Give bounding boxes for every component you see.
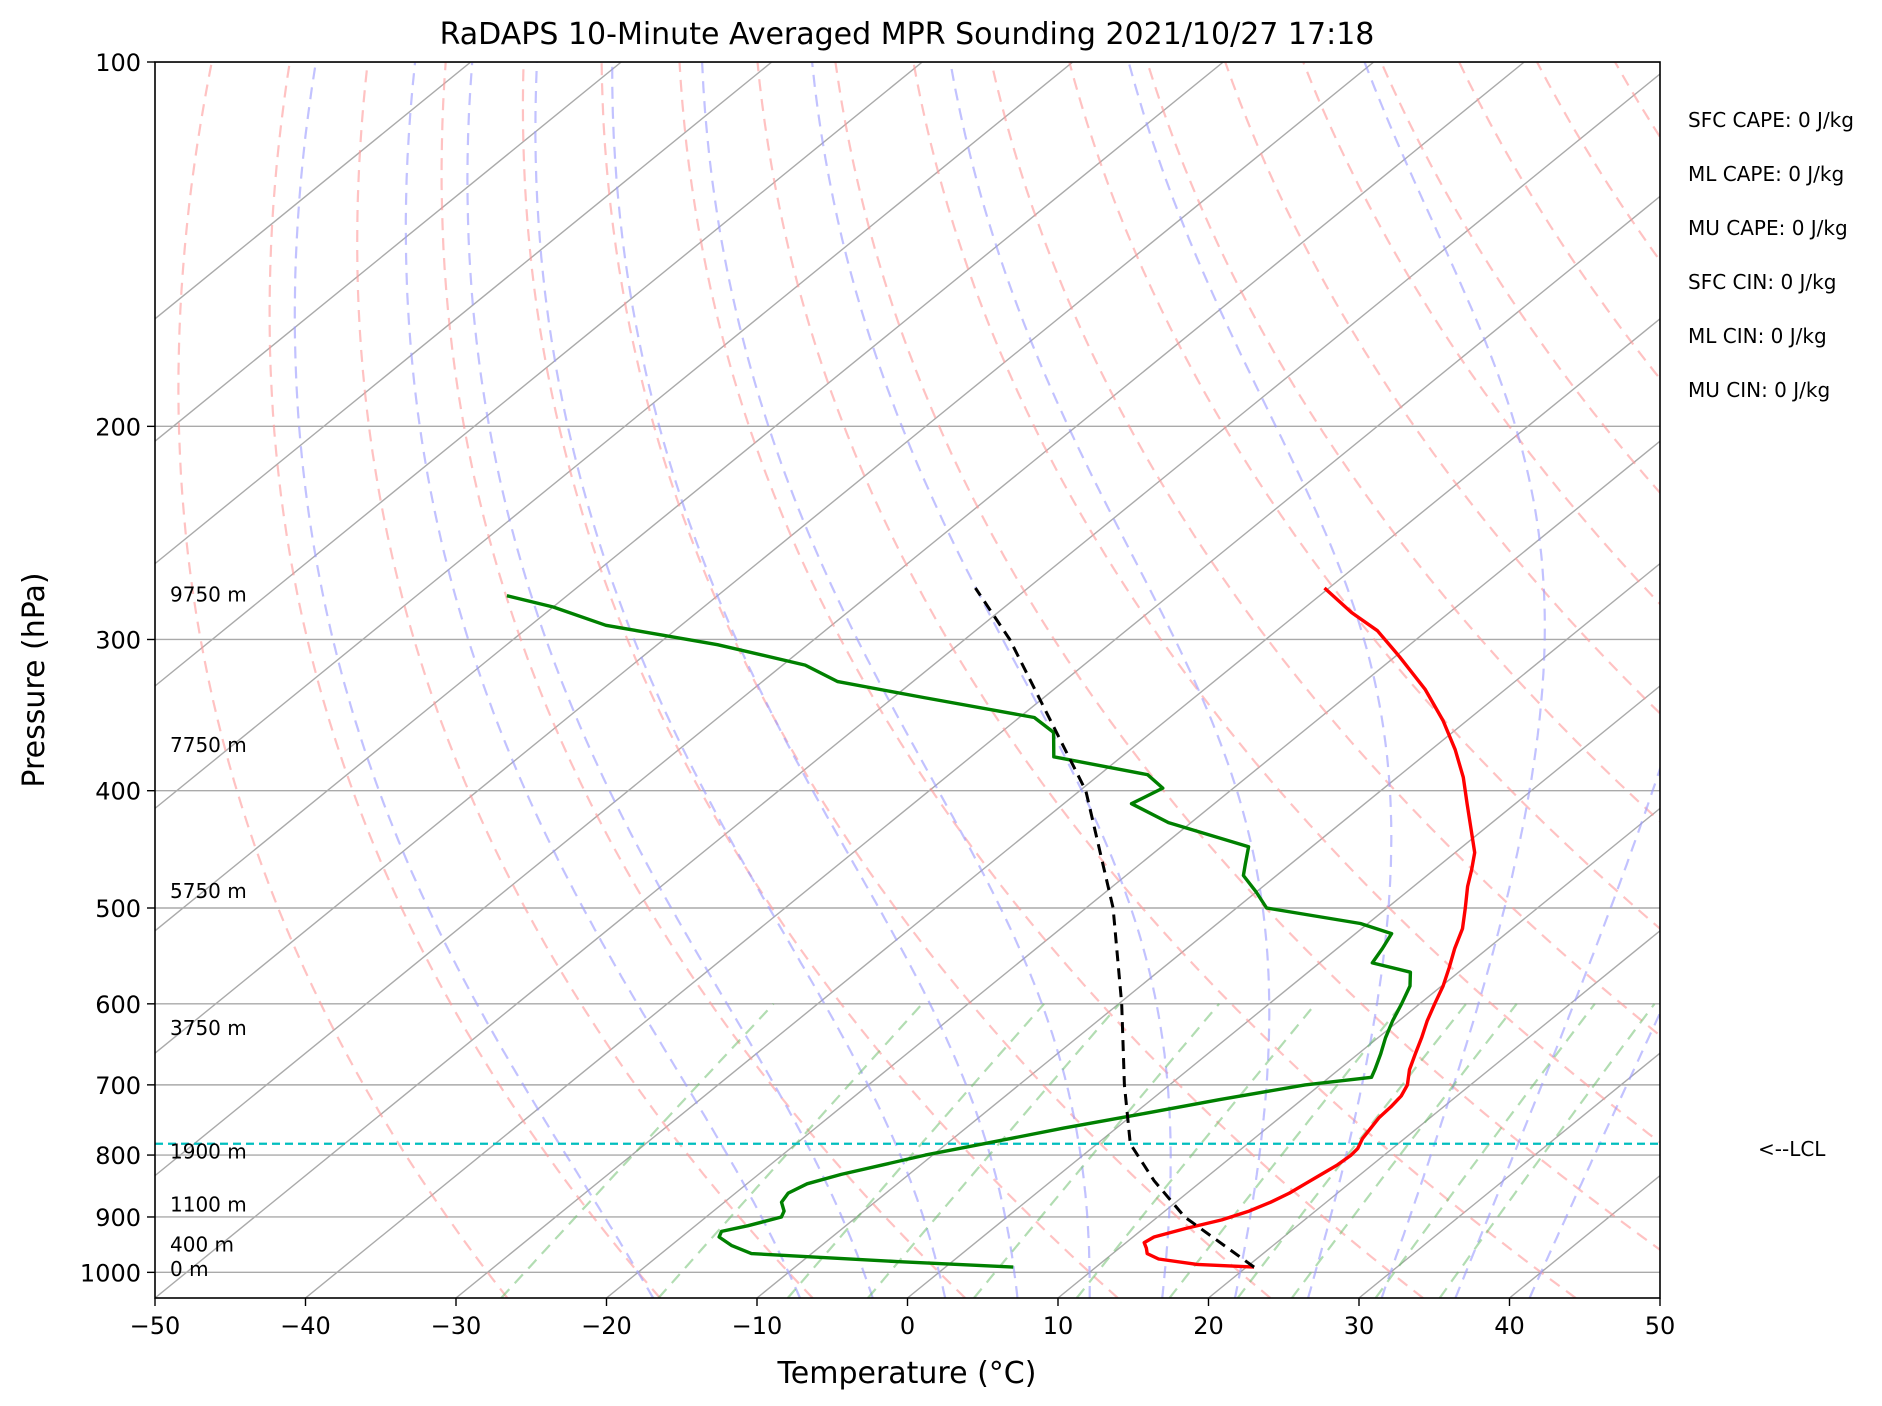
x-tick-label: −30 <box>431 1312 482 1340</box>
moist-adiabat-line <box>404 62 802 1298</box>
isotherm-line <box>1208 929 1660 1298</box>
ml-cape-value: ML CAPE: 0 J/kg <box>1688 162 1845 186</box>
height-label: 3750 m <box>170 1016 247 1040</box>
y-tick-label: 400 <box>95 778 141 806</box>
sfc-cape-value: SFC CAPE: 0 J/kg <box>1688 108 1854 132</box>
dry-adiabat-line <box>1224 62 1660 715</box>
chart-title: RaDAPS 10-Minute Averaged MPR Sounding 2… <box>440 17 1375 52</box>
temperature-profile <box>1142 586 1477 1269</box>
isotherm-line <box>155 73 1660 1298</box>
background-lines <box>155 62 1660 1298</box>
isotherm-line <box>1057 807 1660 1298</box>
ml-cin-value: ML CIN: 0 J/kg <box>1688 324 1827 348</box>
x-tick-label: −20 <box>581 1312 632 1340</box>
dry-adiabat-line <box>177 62 509 1298</box>
y-tick-label: 600 <box>95 991 141 1019</box>
isotherm-line <box>155 62 472 320</box>
isotherm-line <box>155 62 1224 932</box>
x-tick-label: 40 <box>1494 1312 1525 1340</box>
mu-cape-value: MU CAPE: 0 J/kg <box>1688 216 1848 240</box>
y-tick-label: 800 <box>95 1142 141 1170</box>
mixing-ratio-line <box>1168 1003 1404 1298</box>
y-tick-label: 700 <box>95 1072 141 1100</box>
mixing-ratio-line <box>1075 1003 1317 1298</box>
moist-adiabat-line <box>1454 765 1660 1298</box>
x-tick-label: 30 <box>1344 1312 1375 1340</box>
x-axis-label: Temperature (°C) <box>777 1356 1037 1391</box>
moist-adiabat-line <box>1363 62 1546 1298</box>
isotherm-line <box>455 317 1660 1298</box>
mixing-ratio-line <box>657 1003 924 1298</box>
moist-adiabat-line <box>1127 62 1393 1298</box>
y-tick-label: 500 <box>95 895 141 923</box>
isotherm-line <box>606 440 1660 1298</box>
height-label: 5750 m <box>170 879 247 903</box>
dry-adiabat-line <box>1068 62 1660 931</box>
height-label: 1900 m <box>170 1139 247 1163</box>
y-tick-label: 100 <box>95 49 141 77</box>
moist-adiabat-line <box>611 62 1019 1298</box>
height-label: 400 m <box>170 1233 234 1257</box>
dry-adiabat-line <box>756 62 1577 1298</box>
dry-adiabat-line <box>990 62 1660 1037</box>
x-tick-label: 50 <box>1645 1312 1676 1340</box>
isotherm-line <box>155 62 773 565</box>
height-label: 7750 m <box>170 733 247 757</box>
mixing-ratio-line <box>1374 1003 1596 1298</box>
isotherm-line <box>155 62 923 687</box>
isotherm-line <box>155 62 1074 810</box>
y-tick-label: 900 <box>95 1204 141 1232</box>
height-label: 1100 m <box>170 1192 247 1216</box>
data-layer <box>155 586 1660 1269</box>
dry-adiabat-line <box>356 62 814 1298</box>
x-tick-label: −40 <box>280 1312 331 1340</box>
x-tick-label: 20 <box>1193 1312 1224 1340</box>
dry-adiabat-line <box>268 62 661 1298</box>
mixing-ratio-line <box>1236 1003 1467 1298</box>
isotherm-line <box>305 195 1660 1298</box>
isotherm-line <box>907 685 1660 1298</box>
lcl-label: <--LCL <box>1758 1137 1826 1161</box>
isotherm-line <box>155 62 1375 1055</box>
y-axis-label: Pressure (hPa) <box>17 572 52 787</box>
y-tick-label: 1000 <box>80 1259 141 1287</box>
height-label: 9750 m <box>170 583 247 607</box>
isotherm-line <box>155 62 1525 1177</box>
mixing-ratio-line <box>1291 1003 1518 1298</box>
x-tick-label: 10 <box>1043 1312 1074 1340</box>
isotherm-line <box>756 562 1660 1298</box>
dry-adiabat-line <box>600 62 1272 1298</box>
dry-adiabat-line <box>678 62 1424 1298</box>
isotherm-line <box>1358 1052 1660 1298</box>
moist-adiabat-line <box>811 62 1172 1298</box>
mu-cin-value: MU CIN: 0 J/kg <box>1688 378 1831 402</box>
mixing-ratio-line <box>1438 1003 1656 1298</box>
dry-adiabat-line <box>521 62 1119 1298</box>
stability-indices: SFC CAPE: 0 J/kg ML CAPE: 0 J/kg MU CAPE… <box>1688 108 1854 432</box>
moist-adiabat-line <box>701 62 1091 1298</box>
moist-adiabat-line <box>534 62 947 1298</box>
mixing-ratio-line <box>973 1003 1220 1298</box>
isotherm-line <box>155 62 622 443</box>
x-tick-label: −10 <box>732 1312 783 1340</box>
dry-adiabat-line <box>1146 62 1660 823</box>
parcel-path <box>974 587 1255 1269</box>
y-tick-label: 200 <box>95 413 141 441</box>
x-tick-label: 0 <box>900 1312 915 1340</box>
dry-adiabat-line <box>912 62 1660 1144</box>
height-label: 0 m <box>170 1257 209 1281</box>
mixing-ratio-line <box>867 1003 1121 1298</box>
y-tick-label: 300 <box>95 626 141 654</box>
dry-adiabat-line <box>440 62 966 1298</box>
x-tick-label: −50 <box>130 1312 181 1340</box>
dewpoint-profile <box>506 594 1413 1269</box>
moist-adiabat-line <box>293 62 655 1298</box>
sfc-cin-value: SFC CIN: 0 J/kg <box>1688 270 1837 294</box>
dry-adiabat-line <box>1380 62 1660 495</box>
